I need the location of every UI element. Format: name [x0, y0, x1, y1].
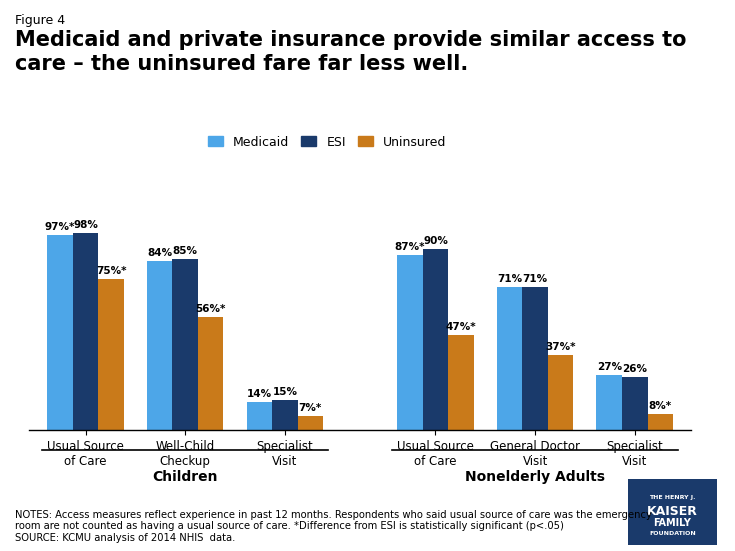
Bar — [198, 317, 223, 430]
Bar — [298, 415, 323, 430]
Bar — [397, 255, 423, 430]
Text: KAISER: KAISER — [647, 505, 698, 517]
Text: Children: Children — [152, 470, 218, 484]
Bar — [523, 287, 548, 430]
Bar — [246, 402, 272, 430]
Bar — [423, 249, 448, 430]
Text: 75%*: 75%* — [96, 266, 126, 276]
Text: 8%*: 8%* — [649, 401, 672, 410]
Text: 15%: 15% — [272, 387, 298, 397]
Text: 7%*: 7%* — [298, 403, 322, 413]
Text: 26%: 26% — [623, 364, 648, 375]
Text: FOUNDATION: FOUNDATION — [649, 531, 696, 536]
Text: 71%: 71% — [523, 274, 548, 284]
Bar — [622, 377, 648, 430]
Text: NOTES: Access measures reflect experience in past 12 months. Respondents who sai: NOTES: Access measures reflect experienc… — [15, 510, 651, 543]
Text: 85%: 85% — [173, 246, 198, 256]
Bar — [448, 335, 474, 430]
Text: 90%: 90% — [423, 236, 448, 246]
Bar — [648, 414, 673, 430]
Legend: Medicaid, ESI, Uninsured: Medicaid, ESI, Uninsured — [203, 131, 451, 154]
Bar — [98, 279, 123, 430]
Text: 14%: 14% — [247, 388, 272, 398]
Text: 47%*: 47%* — [445, 322, 476, 332]
Bar — [597, 375, 622, 430]
Text: Figure 4: Figure 4 — [15, 14, 65, 27]
Bar — [548, 355, 573, 430]
Text: Medicaid and private insurance provide similar access to
care – the uninsured fa: Medicaid and private insurance provide s… — [15, 30, 686, 73]
Text: Nonelderly Adults: Nonelderly Adults — [465, 470, 605, 484]
Bar — [47, 235, 73, 430]
Bar — [497, 287, 523, 430]
Bar — [173, 259, 198, 430]
Text: 87%*: 87%* — [395, 242, 426, 252]
Text: 37%*: 37%* — [545, 342, 576, 352]
Text: 98%: 98% — [73, 219, 98, 230]
Text: 97%*: 97%* — [45, 222, 75, 231]
Text: 56%*: 56%* — [196, 304, 226, 314]
Text: 71%: 71% — [497, 274, 522, 284]
Text: FAMILY: FAMILY — [653, 518, 692, 528]
Text: 84%: 84% — [147, 248, 172, 258]
Bar — [272, 399, 298, 430]
Text: 27%: 27% — [597, 363, 622, 372]
Bar — [147, 261, 173, 430]
Text: THE HENRY J.: THE HENRY J. — [649, 495, 696, 500]
Bar — [73, 233, 98, 430]
